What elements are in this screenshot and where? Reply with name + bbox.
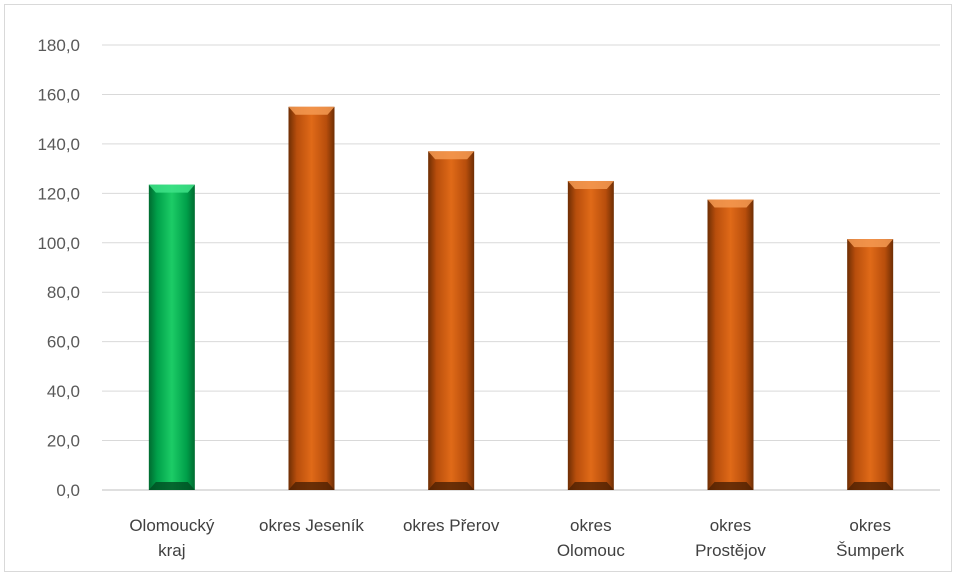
bar-bevel-top [149, 185, 195, 193]
bar [568, 181, 614, 490]
y-tick-label: 80,0 [47, 283, 80, 302]
y-axis-ticks: 0,0 20,0 40,0 60,0 80,0 100,0 120,0 140,0 160,0 1… [37, 36, 80, 500]
bar-bevel-bottom [289, 482, 335, 490]
y-tick-label: 100,0 [37, 234, 80, 253]
bar-bevel-bottom [149, 482, 195, 490]
bar [289, 107, 335, 490]
bar [708, 200, 754, 490]
x-category-label-line: okres Přerov [403, 516, 500, 535]
bar-body [568, 181, 614, 490]
x-category-label: okres Přerov [403, 516, 500, 535]
y-tick-label: 120,0 [37, 184, 80, 203]
x-category-label: okres Olomouc [557, 516, 626, 560]
x-category-label-line: Olomouc [557, 541, 626, 560]
bar-bevel-bottom [847, 482, 893, 490]
bar-body [428, 151, 474, 490]
bar [428, 151, 474, 490]
bar-bevel-top [428, 151, 474, 159]
y-tick-label: 20,0 [47, 432, 80, 451]
y-tick-label: 140,0 [37, 135, 80, 154]
y-tick-label: 60,0 [47, 333, 80, 352]
bar-body [149, 185, 195, 490]
y-tick-label: 180,0 [37, 36, 80, 55]
bar-body [289, 107, 335, 490]
y-tick-label: 40,0 [47, 382, 80, 401]
x-category-label: okres Prostějov [695, 516, 766, 560]
x-category-label-line: Prostějov [695, 541, 766, 560]
bar-bevel-bottom [428, 482, 474, 490]
x-category-label-line: kraj [158, 541, 185, 560]
x-category-label: okres Šumperk [836, 516, 905, 560]
x-category-label: Olomoucký kraj [129, 516, 215, 560]
bar-body [708, 200, 754, 490]
x-category-label-line: Šumperk [836, 541, 905, 560]
x-category-label-line: Olomoucký [129, 516, 215, 535]
bar-body [847, 239, 893, 490]
x-category-label-line: okres [849, 516, 891, 535]
bar-bevel-bottom [568, 482, 614, 490]
x-category-label-line: okres [570, 516, 612, 535]
x-category-label-line: okres Jeseník [259, 516, 364, 535]
y-tick-label: 0,0 [56, 481, 80, 500]
bar-bevel-top [289, 107, 335, 115]
x-category-label-line: okres [710, 516, 752, 535]
bar-bevel-top [847, 239, 893, 247]
y-tick-label: 160,0 [37, 85, 80, 104]
bars [149, 107, 893, 490]
gridlines [102, 45, 940, 490]
bar [149, 185, 195, 490]
bar [847, 239, 893, 490]
bar-bevel-top [708, 200, 754, 208]
bar-bevel-bottom [708, 482, 754, 490]
x-category-label: okres Jeseník [259, 516, 364, 535]
x-axis-categories: Olomoucký kraj okres Jeseník okres Přerov ok… [129, 516, 904, 560]
bar-bevel-top [568, 181, 614, 189]
